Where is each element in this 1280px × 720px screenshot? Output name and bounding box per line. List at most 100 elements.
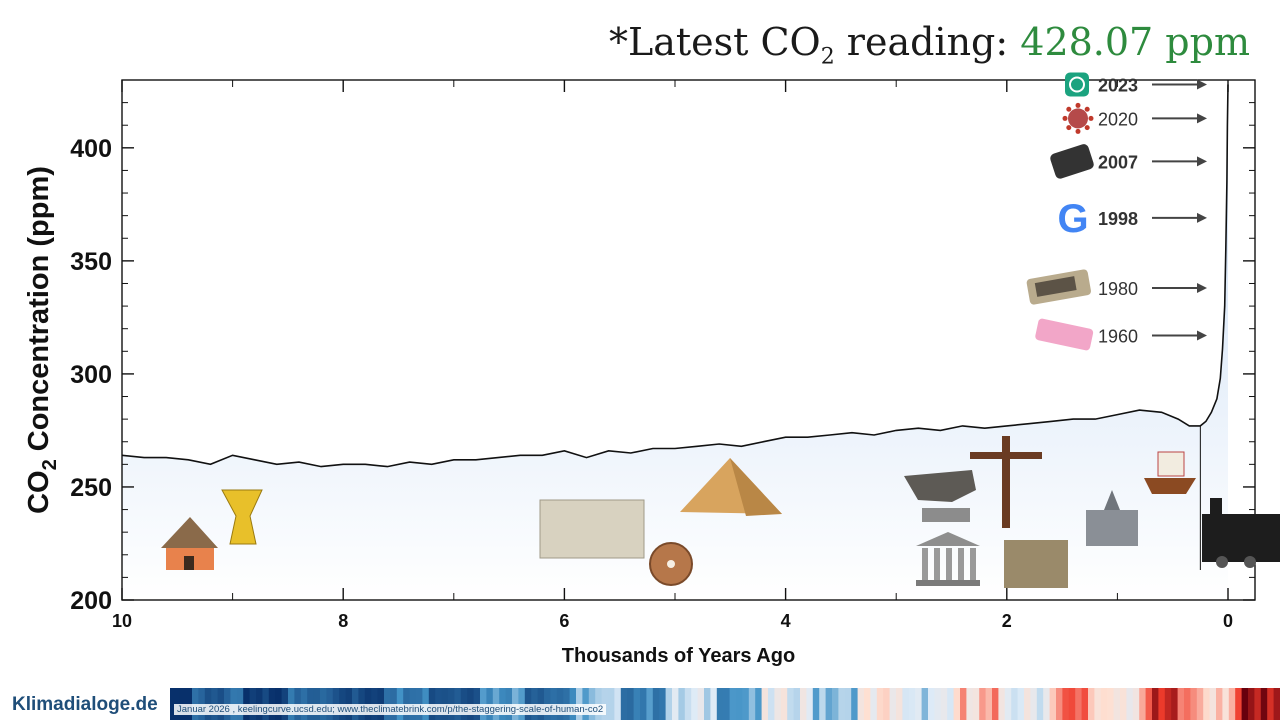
google-icon: G [1057,197,1088,241]
home-computer-icon [1026,269,1091,305]
latest-reading-suffix: reading: [834,20,1021,64]
cathedral-icon [1086,490,1138,546]
pill-pack-icon [1035,318,1094,351]
warming-stripe [608,688,615,720]
y-axis-label-subscript: 2 [39,459,61,470]
year-label-1998: 1998 [1098,209,1138,229]
warming-stripe [960,688,967,720]
warming-stripe [768,688,775,720]
year-arrowhead-1960 [1197,330,1207,341]
warming-stripe [1056,688,1063,720]
steam-train-icon [1202,498,1280,568]
warming-stripe [697,688,705,720]
warming-stripe [1177,688,1185,720]
warming-stripe [684,688,692,720]
warming-stripe [1030,688,1038,720]
warming-stripe [1273,688,1280,720]
warming-stripe [614,688,622,720]
wheel-icon [649,542,693,586]
warming-stripe [1036,688,1044,720]
warming-stripe [1024,688,1031,720]
warming-stripe [1017,688,1025,720]
warming-stripe [1209,688,1217,720]
year-label-1960: 1960 [1098,326,1138,346]
year-arrowhead-2007 [1197,156,1207,167]
warming-stripe [1120,688,1127,720]
warming-stripe [627,688,635,720]
warming-stripe [844,688,852,720]
warming-stripe [985,688,993,720]
warming-stripe [780,688,788,720]
warming-stripe [736,688,743,720]
warming-stripe [710,688,718,720]
year-label-2023: 2023 [1098,76,1138,96]
warming-stripe [889,688,897,720]
warming-stripe [915,688,923,720]
warming-stripe [1184,688,1191,720]
warming-stripe [812,688,820,720]
warming-stripe [1107,688,1115,720]
x-tick-label: 4 [781,611,791,631]
warming-stripe [1081,688,1089,720]
ruins-icon [1004,540,1068,588]
warming-stripe [1062,688,1070,720]
warming-stripe [1113,688,1121,720]
x-tick-label: 6 [559,611,569,631]
source-note: Januar 2026 , keelingcurve.ucsd.edu; www… [174,704,607,715]
y-axis-label-rest: Concentration (ppm) [23,166,55,459]
warming-stripe [1171,688,1179,720]
warming-stripe [864,688,871,720]
warming-stripe [1164,688,1172,720]
y-tick-label: 300 [70,361,112,389]
warming-stripe [1158,688,1166,720]
warming-stripe [1126,688,1134,720]
brand-logo: Klimadialoge.de [12,694,158,715]
warming-stripe [1267,688,1275,720]
warming-stripe [1222,688,1230,720]
warming-stripe [659,688,667,720]
warming-stripe [947,688,955,720]
pyramid-icon [680,458,782,516]
warming-stripe [921,688,929,720]
warming-stripe [640,688,647,720]
warming-stripe [1235,688,1243,720]
warming-stripe [998,688,1006,720]
warming-stripe [1196,688,1204,720]
warming-stripe [928,688,935,720]
warming-stripe [806,688,814,720]
x-axis-label: Thousands of Years Ago [562,645,795,667]
warming-stripe [972,688,980,720]
warming-stripe [1228,688,1236,720]
y-tick-label: 200 [70,587,112,615]
warming-stripe [800,688,807,720]
latest-reading: *Latest CO2 reading: 428.07 ppm [609,20,1250,70]
latest-reading-subscript: 2 [820,44,835,70]
warming-stripe [940,688,948,720]
latest-reading-value: 428.07 ppm [1020,20,1250,64]
warming-stripe [716,688,724,720]
year-arrowhead-2020 [1197,113,1207,124]
warming-stripe [1152,688,1159,720]
sumerian-relief-icon [539,499,645,559]
warming-stripe [1254,688,1262,720]
svg-text:G: G [1057,197,1088,241]
warming-stripe [1260,688,1268,720]
x-tick-label: 0 [1223,611,1233,631]
warming-stripe [755,688,763,720]
y-axis-label-co: CO [23,470,55,514]
co2-chart: 200 250 300 350 400 10 8 6 4 2 0 Thousands of Years… [23,72,1280,667]
warming-stripe [729,688,737,720]
year-arrowhead-1980 [1197,283,1207,293]
ship-icon [1144,451,1196,494]
warming-stripe [896,688,903,720]
y-tick-label: 250 [70,474,112,502]
warming-stripe [665,688,673,720]
warming-stripe [825,688,833,720]
x-tick-label: 10 [112,611,132,631]
warming-stripe [902,688,910,720]
warming-stripe [793,688,801,720]
warming-stripe [908,688,916,720]
warming-stripe [953,688,961,720]
warming-stripe [742,688,750,720]
warming-stripe [819,688,827,720]
